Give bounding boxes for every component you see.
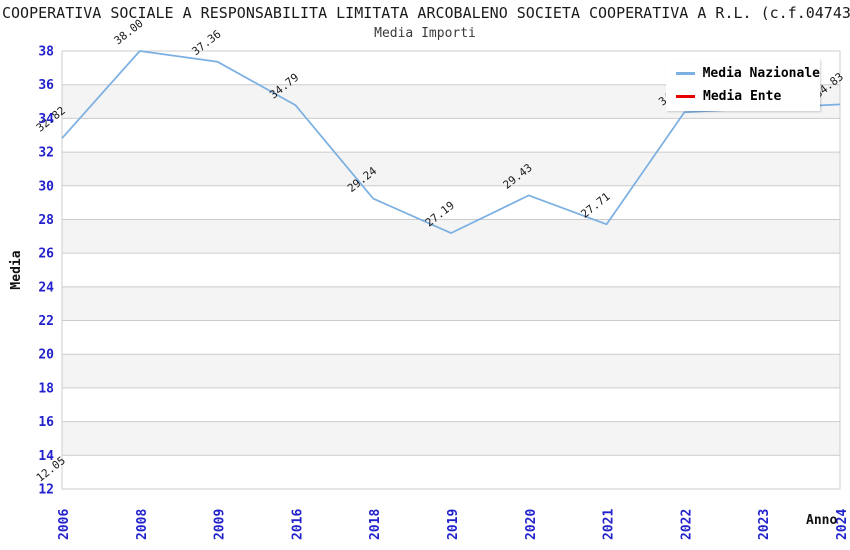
y-tick-label: 34 bbox=[38, 112, 54, 127]
y-tick-label: 12 bbox=[38, 483, 54, 498]
y-tick-label: 18 bbox=[38, 381, 54, 396]
plot-band bbox=[62, 354, 840, 388]
y-tick-label: 26 bbox=[38, 247, 54, 262]
x-tick-label: 2022 bbox=[679, 509, 694, 540]
y-tick-label: 36 bbox=[38, 78, 54, 93]
y-tick-label: 28 bbox=[38, 213, 54, 228]
plot-band bbox=[62, 152, 840, 186]
chart-subtitle: Media Importi bbox=[374, 26, 476, 41]
x-tick-label: 2016 bbox=[290, 509, 305, 540]
y-axis-title: Media bbox=[9, 250, 24, 289]
point-label: 38.00 bbox=[112, 17, 146, 48]
y-tick-label: 22 bbox=[38, 314, 54, 329]
x-tick-label: 2019 bbox=[446, 509, 461, 540]
legend-entry-media-nazionale: Media Nazionale bbox=[666, 66, 820, 81]
plot-band bbox=[62, 219, 840, 254]
legend-entry-media-ente: Media Ente bbox=[666, 89, 820, 104]
legend: Media Nazionale Media Ente bbox=[666, 59, 820, 111]
x-tick-label: 2020 bbox=[524, 509, 539, 540]
plot-band bbox=[62, 286, 840, 321]
x-tick-label: 2018 bbox=[368, 509, 383, 540]
y-tick-label: 38 bbox=[38, 45, 54, 60]
plot-band bbox=[62, 320, 840, 355]
x-tick-label: 2006 bbox=[57, 509, 72, 540]
x-tick-label: 2008 bbox=[135, 509, 150, 540]
plot-band bbox=[62, 387, 840, 422]
y-tick-label: 14 bbox=[38, 449, 54, 464]
y-tick-label: 24 bbox=[38, 280, 54, 295]
x-tick-label: 2023 bbox=[757, 509, 772, 540]
legend-line-swatch-red bbox=[676, 94, 695, 98]
plot-band bbox=[62, 455, 840, 489]
x-tick-label: 2021 bbox=[602, 509, 617, 540]
plot-band bbox=[62, 118, 840, 153]
legend-label: Media Ente bbox=[703, 88, 782, 104]
y-tick-label: 32 bbox=[38, 146, 54, 161]
y-tick-label: 16 bbox=[38, 415, 54, 430]
plot-band bbox=[62, 421, 840, 456]
legend-label: Media Nazionale bbox=[702, 66, 820, 82]
x-tick-label: 2009 bbox=[213, 509, 228, 540]
plot-band bbox=[62, 185, 840, 220]
chart-title: COOPERATIVA SOCIALE A RESPONSABILITA LIM… bbox=[2, 4, 850, 22]
x-tick-label: 2024 bbox=[835, 509, 850, 540]
plot-band bbox=[62, 253, 840, 287]
x-axis-title: Anno bbox=[806, 513, 837, 528]
y-tick-label: 30 bbox=[38, 179, 54, 194]
y-tick-label: 20 bbox=[38, 348, 54, 363]
plot-border bbox=[61, 50, 841, 490]
legend-line-swatch-blue bbox=[676, 72, 695, 76]
